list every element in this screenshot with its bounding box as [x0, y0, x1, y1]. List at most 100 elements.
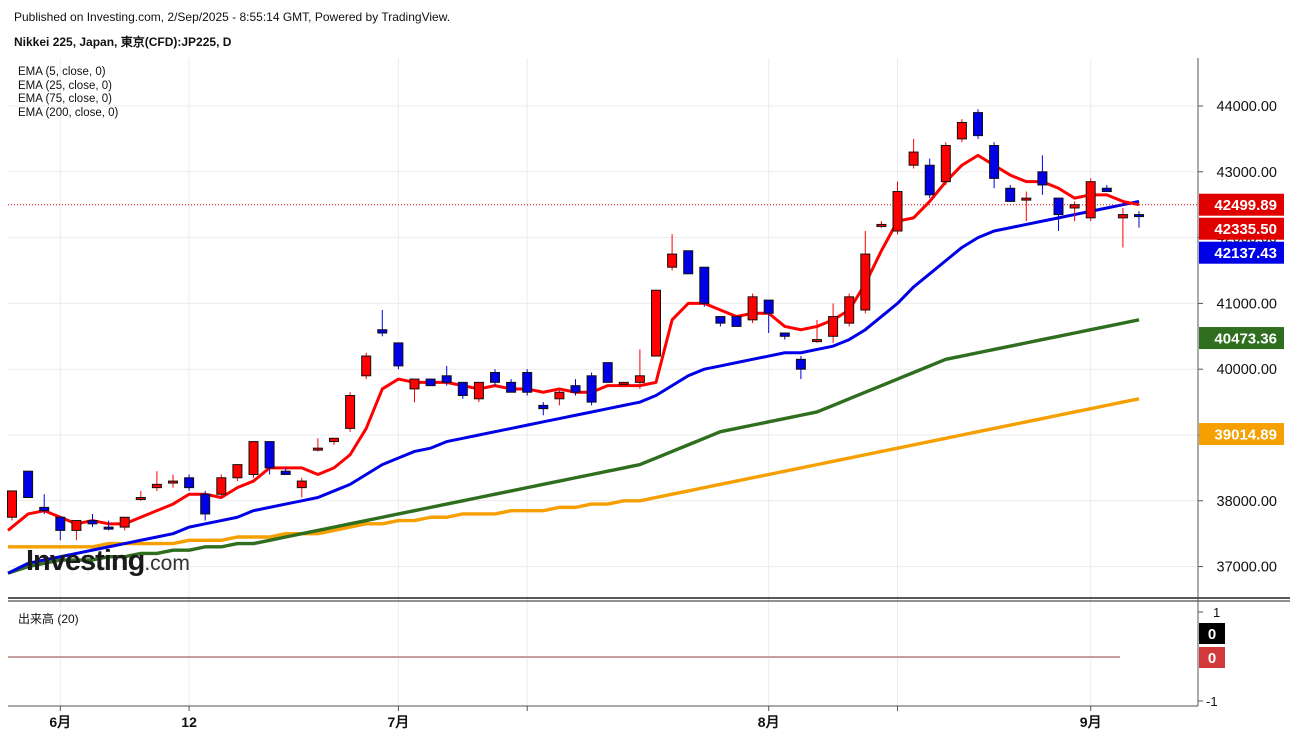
candle	[506, 379, 517, 393]
candle	[651, 289, 661, 357]
x-tick-label: 8月	[758, 714, 780, 730]
candles	[7, 109, 1144, 541]
candle	[892, 181, 903, 235]
candle	[232, 464, 243, 482]
candle-body	[747, 296, 758, 321]
ema-75-label: EMA (75, close, 0)	[18, 93, 112, 105]
vol-badge-top-bg	[1199, 623, 1225, 644]
logo-main: Investing	[26, 545, 145, 577]
candle	[55, 516, 66, 541]
candle-body	[506, 381, 517, 393]
candle	[329, 437, 339, 445]
candle-body	[1053, 197, 1064, 216]
candle	[989, 142, 1000, 189]
price-badge-bg	[1199, 327, 1284, 350]
candle	[296, 477, 307, 498]
candle-body	[828, 316, 839, 337]
candle	[715, 316, 726, 327]
candle	[135, 490, 146, 501]
candle	[119, 516, 130, 531]
candle-body	[296, 480, 307, 489]
candle-body	[634, 375, 645, 383]
candle	[940, 142, 951, 185]
candle	[168, 474, 178, 488]
candle-body	[473, 381, 484, 400]
price-badge: 40473.36	[1199, 327, 1284, 350]
y-tick-label: 44000.00	[1217, 99, 1277, 115]
candle-body	[940, 144, 951, 183]
ema-legend: EMA (5, close, 0) EMA (25, close, 0) EMA…	[18, 66, 118, 120]
candle-body	[538, 404, 549, 410]
candle-body	[377, 329, 388, 334]
candle-body	[184, 477, 195, 489]
investing-logo: Investing.com	[26, 545, 190, 578]
candle	[586, 372, 597, 406]
candle	[361, 352, 372, 380]
candle	[795, 356, 806, 380]
candle-body	[457, 381, 468, 397]
price-badge-bg	[1199, 423, 1284, 446]
ema-25-label: EMA (25, close, 0)	[18, 79, 112, 92]
candle	[39, 494, 50, 514]
candle	[312, 438, 323, 452]
ema-200-label: EMA (200, close, 0)	[18, 106, 119, 119]
candle-body	[667, 253, 678, 268]
price-badge-label: 40473.36	[1214, 331, 1277, 348]
candle	[908, 138, 919, 169]
candle	[554, 388, 565, 406]
candle-body	[554, 391, 565, 400]
candle-body	[168, 480, 178, 484]
price-badge-label: 42137.43	[1214, 245, 1277, 262]
vol-badge-top: 0	[1208, 626, 1216, 643]
candle-body	[1005, 187, 1016, 202]
candle	[747, 293, 758, 324]
candle-body	[1134, 214, 1144, 218]
ema-line-4	[8, 397, 1140, 549]
candle-body	[1085, 181, 1096, 219]
candle	[731, 316, 742, 327]
candle	[7, 490, 17, 521]
candle	[393, 342, 404, 370]
candle-body	[586, 375, 597, 403]
candle	[409, 378, 420, 403]
candle	[973, 109, 983, 139]
candle-body	[651, 289, 661, 357]
candle-body	[602, 362, 613, 383]
candle	[264, 441, 275, 475]
candle-body	[248, 441, 259, 475]
candle-body	[1037, 171, 1048, 186]
candle	[956, 119, 967, 143]
candle	[248, 441, 259, 478]
candle-body	[779, 332, 790, 337]
y-tick-label: 43000.00	[1217, 165, 1277, 181]
candle-body	[312, 447, 323, 451]
candle-body	[280, 470, 291, 475]
price-badge: 42137.43	[1199, 241, 1284, 264]
x-tick-label: 12	[181, 714, 197, 730]
candle	[184, 474, 195, 491]
candle-body	[522, 371, 533, 393]
candle	[570, 379, 581, 396]
candle-body	[216, 477, 227, 495]
candle	[538, 402, 549, 416]
candle-body	[860, 253, 871, 311]
candle-body	[892, 191, 903, 232]
vol-badge-bottom: 0	[1208, 650, 1216, 667]
candle-body	[200, 493, 211, 515]
price-badge: 42335.50	[1199, 217, 1284, 240]
candle-body	[87, 520, 98, 525]
candle-body	[989, 144, 1000, 179]
candle-body	[119, 516, 130, 528]
candle-body	[151, 483, 162, 489]
candle-body	[23, 470, 34, 499]
candle-body	[1101, 187, 1112, 193]
x-tick-label: 9月	[1080, 714, 1102, 730]
vol-tick-label: -1	[1206, 694, 1218, 709]
candle	[924, 158, 935, 199]
candle-body	[876, 223, 887, 227]
candle-body	[361, 355, 372, 377]
candle-body	[393, 342, 404, 367]
candle-body	[715, 316, 726, 324]
candle	[345, 392, 356, 432]
